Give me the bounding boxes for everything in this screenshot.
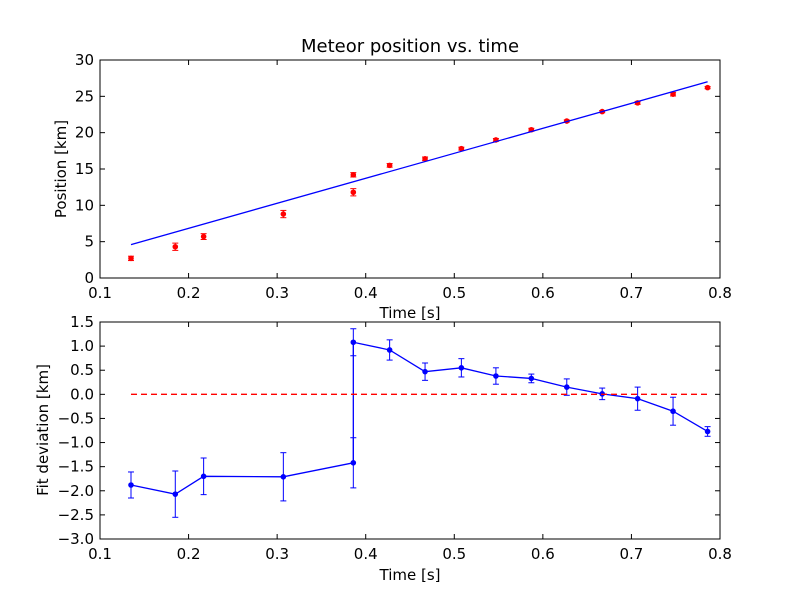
deviation-x-tick-label: 0.5 — [442, 545, 466, 563]
data-point — [128, 482, 134, 488]
deviation-series-line — [130, 341, 708, 495]
deviation-y-tick-label: −0.5 — [58, 409, 94, 427]
position-y-tick-label: 10 — [75, 196, 94, 214]
position-x-tick-label: 0.3 — [265, 284, 289, 302]
position-x-tick-label: 0.8 — [708, 284, 732, 302]
data-point — [280, 473, 287, 480]
data-point — [280, 211, 287, 217]
deviation-x-tick-label: 0.6 — [531, 545, 555, 563]
data-point — [350, 460, 357, 466]
data-point — [493, 373, 499, 379]
position-x-tick-label: 0.4 — [354, 284, 378, 302]
data-point — [200, 473, 207, 480]
deviation-x-tick-label: 0.3 — [265, 545, 289, 563]
data-point — [634, 395, 641, 402]
position-y-tick-label: 20 — [75, 124, 94, 142]
data-point — [386, 347, 393, 353]
data-point — [704, 428, 711, 435]
position-y-tick-label: 15 — [75, 160, 94, 178]
data-point — [528, 375, 535, 382]
fit-line — [130, 81, 708, 246]
deviation-y-tick-label: −2.0 — [58, 482, 94, 500]
deviation-x-tick-label: 0.4 — [354, 545, 378, 563]
deviation-x-tick-label: 0.8 — [708, 545, 732, 563]
position-x-tick-label: 0.2 — [177, 284, 201, 302]
deviation-chart: 0.1 0.2 0.3 0.4 0.5 0.6 0.7 0.8 1.5 1.0 0.5 0.0 −0.… — [34, 313, 732, 584]
position-plot-area — [128, 81, 711, 262]
position-x-ticks: 0.1 0.2 0.3 0.4 0.5 0.6 0.7 0.8 — [88, 60, 732, 302]
deviation-y-tick-label: −3.0 — [58, 530, 94, 548]
data-point — [386, 162, 393, 169]
chart-title: Meteor position vs. time — [301, 36, 519, 57]
deviation-axes-frame — [99, 321, 721, 540]
deviation-y-tick-label: −2.5 — [58, 506, 94, 524]
deviation-y-tick-label: 1.0 — [70, 337, 94, 355]
data-point — [172, 243, 179, 250]
position-x-tick-label: 0.1 — [88, 284, 112, 302]
deviation-x-axis-label: Time [s] — [379, 566, 441, 584]
deviation-x-ticks: 0.1 0.2 0.3 0.4 0.5 0.6 0.7 0.8 — [88, 322, 732, 563]
data-point — [704, 84, 711, 91]
deviation-plot-area — [128, 328, 711, 518]
deviation-x-tick-label: 0.7 — [619, 545, 643, 563]
position-x-tick-label: 0.6 — [531, 284, 555, 302]
deviation-x-tick-label: 0.1 — [88, 545, 112, 563]
data-point — [670, 408, 676, 415]
position-y-tick-label: 25 — [75, 87, 94, 105]
deviation-x-tick-label: 0.2 — [177, 545, 201, 563]
deviation-y-tick-label: 1.5 — [70, 313, 94, 331]
data-point — [458, 365, 465, 371]
data-point — [422, 368, 428, 375]
deviation-y-tick-label: −1.0 — [58, 434, 94, 452]
position-x-tick-label: 0.5 — [442, 284, 466, 302]
position-y-tick-label: 5 — [84, 233, 94, 251]
position-axes-frame — [99, 59, 721, 279]
position-y-ticks: 0 5 10 15 20 25 30 — [75, 51, 720, 287]
deviation-y-ticks: 1.5 1.0 0.5 0.0 −0.5 −1.0 −1.5 −2.0 −2.5 −3.0 — [58, 313, 720, 548]
position-y-tick-label: 0 — [84, 269, 94, 287]
data-point — [350, 172, 357, 178]
data-point — [200, 233, 207, 240]
position-chart: Meteor position vs. time 0.1 0.2 0.3 0.4 0.5… — [52, 36, 732, 322]
data-point — [350, 339, 357, 346]
deviation-y-tick-label: −1.5 — [58, 458, 94, 476]
data-point — [563, 384, 570, 390]
position-x-axis-label: Time [s] — [379, 304, 441, 322]
position-y-tick-label: 30 — [75, 51, 94, 69]
deviation-y-tick-label: 0.5 — [70, 361, 94, 379]
data-point — [172, 491, 179, 497]
position-y-axis-label: Position [km] — [52, 120, 70, 218]
data-point — [128, 255, 134, 262]
deviation-y-axis-label: Fit deviation [km] — [34, 364, 52, 496]
deviation-y-tick-label: 0.0 — [70, 385, 94, 403]
position-x-tick-label: 0.7 — [619, 284, 643, 302]
data-point — [350, 189, 357, 196]
